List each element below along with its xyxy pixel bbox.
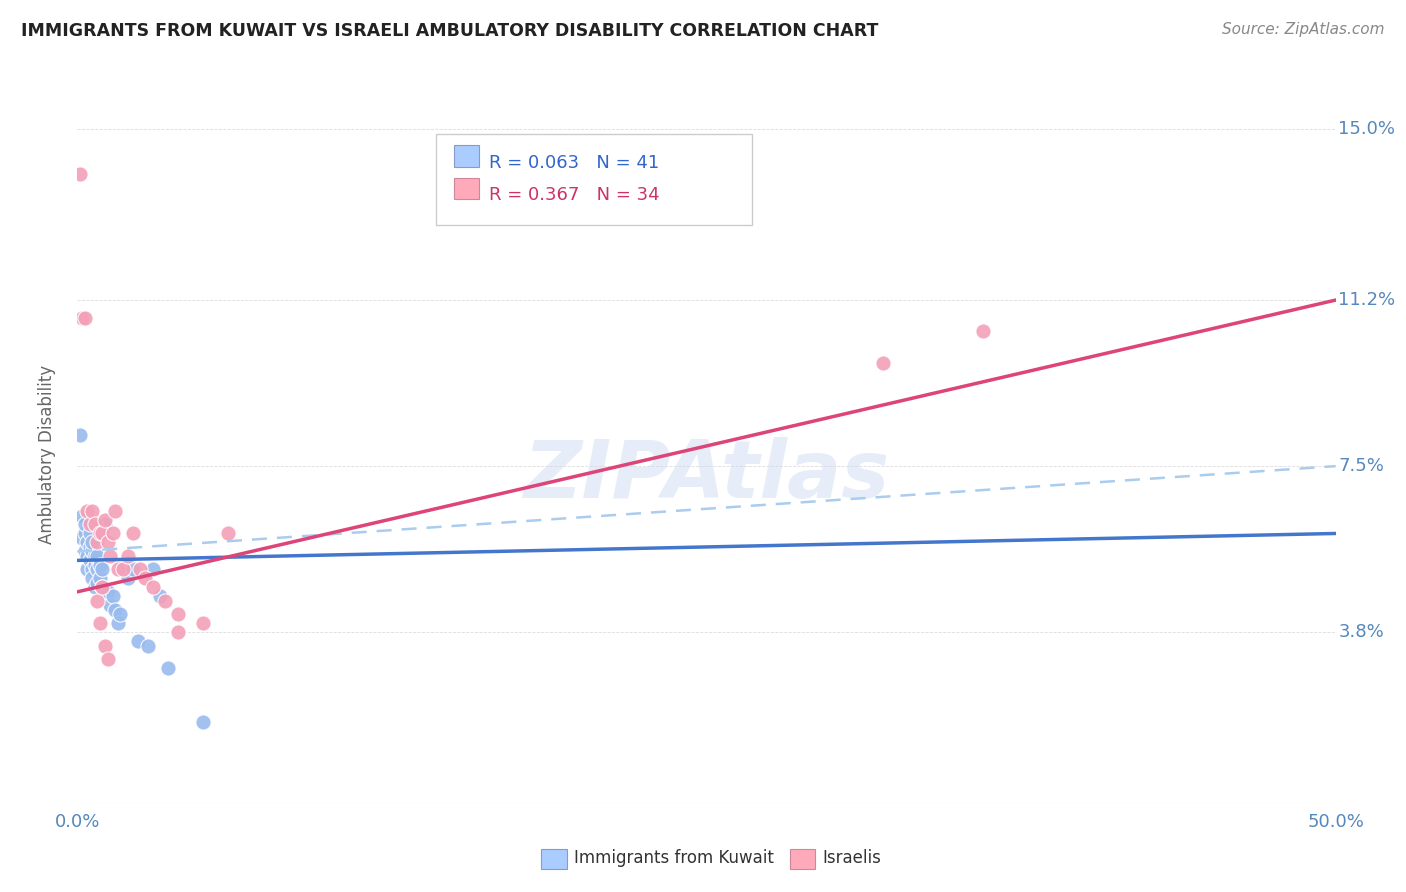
Point	[82, 562, 104, 576]
Point	[84, 549, 107, 563]
Point	[155, 594, 177, 608]
Point	[101, 526, 124, 541]
Point	[117, 549, 139, 563]
Point	[149, 590, 172, 604]
Point	[91, 562, 114, 576]
Point	[134, 571, 156, 585]
Text: 11.2%: 11.2%	[1339, 291, 1395, 309]
Point	[872, 356, 894, 370]
Point	[94, 639, 117, 653]
Point	[142, 580, 165, 594]
Text: R = 0.367   N = 34: R = 0.367 N = 34	[489, 186, 659, 204]
Point	[86, 575, 108, 590]
Text: Immigrants from Kuwait: Immigrants from Kuwait	[574, 849, 773, 867]
Point	[191, 616, 215, 631]
Point	[127, 634, 149, 648]
Point	[82, 504, 104, 518]
Point	[104, 603, 127, 617]
Point	[91, 580, 114, 594]
Point	[72, 311, 94, 326]
Point	[101, 590, 124, 604]
Text: Source: ZipAtlas.com: Source: ZipAtlas.com	[1222, 22, 1385, 37]
Point	[79, 517, 101, 532]
Point	[107, 562, 129, 576]
Point	[96, 584, 118, 599]
Text: Israelis: Israelis	[823, 849, 882, 867]
Point	[142, 562, 165, 576]
Point	[89, 571, 111, 585]
Point	[98, 599, 121, 613]
Point	[84, 558, 107, 572]
Point	[69, 427, 91, 442]
Text: 3.8%: 3.8%	[1339, 624, 1384, 641]
Point	[86, 594, 108, 608]
Point	[129, 562, 152, 576]
Point	[89, 616, 111, 631]
Point	[86, 562, 108, 576]
Point	[217, 526, 239, 541]
Point	[73, 517, 96, 532]
Point	[156, 661, 179, 675]
Point	[79, 553, 101, 567]
Point	[76, 549, 98, 563]
Point	[86, 535, 108, 549]
Point	[72, 508, 94, 523]
Text: 15.0%: 15.0%	[1339, 120, 1395, 138]
Text: IMMIGRANTS FROM KUWAIT VS ISRAELI AMBULATORY DISABILITY CORRELATION CHART: IMMIGRANTS FROM KUWAIT VS ISRAELI AMBULA…	[21, 22, 879, 40]
Point	[69, 167, 91, 181]
Text: ZIPAtlas: ZIPAtlas	[523, 437, 890, 515]
Point	[121, 526, 143, 541]
Point	[167, 607, 190, 622]
Point	[82, 571, 104, 585]
Point	[89, 526, 111, 541]
Point	[79, 540, 101, 554]
Text: R = 0.063   N = 41: R = 0.063 N = 41	[489, 154, 659, 172]
Y-axis label: Ambulatory Disability: Ambulatory Disability	[38, 366, 56, 544]
Point	[82, 544, 104, 558]
Point	[104, 504, 127, 518]
Point	[84, 517, 107, 532]
Point	[73, 526, 96, 541]
Point	[972, 325, 994, 339]
Point	[117, 571, 139, 585]
Point	[76, 504, 98, 518]
Point	[98, 549, 121, 563]
Point	[94, 513, 117, 527]
Point	[107, 616, 129, 631]
Point	[121, 562, 143, 576]
Point	[84, 580, 107, 594]
Point	[76, 535, 98, 549]
Point	[86, 549, 108, 563]
Point	[136, 639, 159, 653]
Point	[79, 526, 101, 541]
Point	[73, 544, 96, 558]
Text: 7.5%: 7.5%	[1339, 457, 1384, 475]
Point	[108, 607, 131, 622]
Point	[76, 562, 98, 576]
Point	[91, 580, 114, 594]
Point	[73, 311, 96, 326]
Point	[191, 714, 215, 729]
Point	[96, 535, 118, 549]
Point	[167, 625, 190, 640]
Point	[72, 531, 94, 545]
Point	[89, 558, 111, 572]
Point	[94, 517, 117, 532]
Point	[82, 535, 104, 549]
Point	[91, 526, 114, 541]
Point	[111, 562, 134, 576]
Point	[96, 652, 118, 666]
